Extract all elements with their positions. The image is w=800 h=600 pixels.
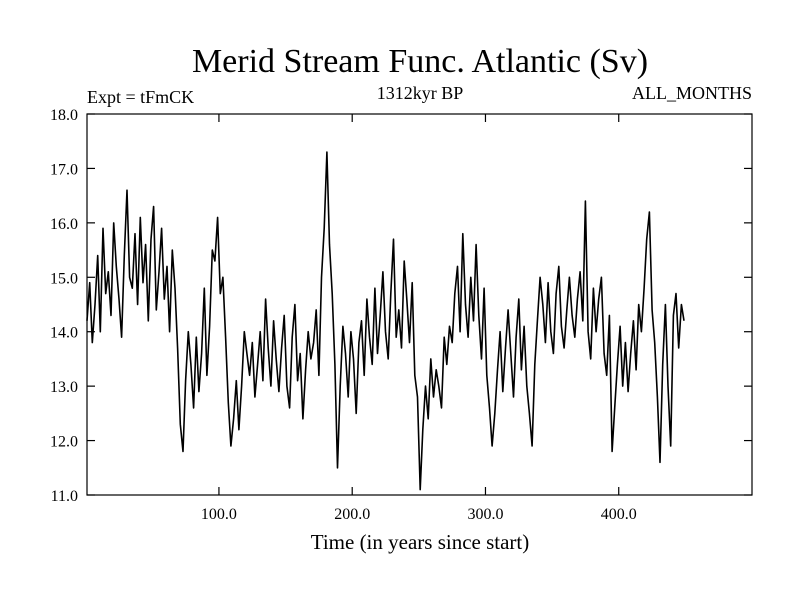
y-tick-label: 17.0 — [50, 161, 78, 178]
y-tick-label: 14.0 — [50, 325, 78, 342]
plot-area: 11.0 12.0 13.0 14.0 15.0 16.0 17.0 18.0 100.0 20… — [50, 107, 753, 523]
series-line — [86, 151, 685, 491]
experiment-label: Expt = tFmCK — [87, 87, 194, 107]
y-axis: 11.0 12.0 13.0 14.0 15.0 16.0 17.0 18.0 — [50, 107, 752, 505]
period-label: 1312kyr BP — [377, 83, 464, 103]
months-label: ALL_MONTHS — [632, 83, 752, 103]
x-axis-label: Time (in years since start) — [311, 530, 530, 554]
plot-frame — [86, 113, 753, 496]
y-tick-label: 11.0 — [51, 488, 78, 505]
x-tick-label: 200.0 — [334, 506, 370, 523]
chart-title: Merid Stream Func. Atlantic (Sv) — [192, 43, 648, 80]
y-tick-label: 15.0 — [50, 270, 78, 287]
y-tick-label: 12.0 — [50, 434, 78, 451]
x-tick-label: 400.0 — [601, 506, 637, 523]
y-tick-label: 16.0 — [50, 216, 78, 233]
y-tick-label: 13.0 — [50, 379, 78, 396]
y-tick-label: 18.0 — [50, 107, 78, 124]
x-tick-label: 300.0 — [467, 506, 503, 523]
x-tick-label: 100.0 — [201, 506, 237, 523]
x-axis: 100.0 200.0 300.0 400.0 — [201, 114, 637, 523]
